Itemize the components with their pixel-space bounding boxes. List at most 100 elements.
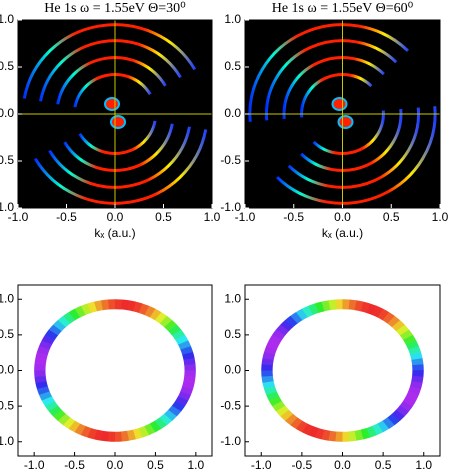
ring-arc — [248, 23, 410, 122]
y-tick-label: -1.0 — [220, 434, 241, 448]
momentum-rings — [248, 23, 437, 205]
ring-segment — [180, 386, 194, 395]
ring-arc — [39, 39, 182, 102]
ring-segment — [412, 370, 424, 377]
center-lobe — [110, 115, 126, 129]
y-tick-label: -0.5 — [220, 153, 241, 167]
ring-segment — [48, 324, 62, 336]
ring-segment — [314, 301, 325, 314]
y-tick-label: -1.0 — [220, 200, 241, 214]
ring-segment — [115, 431, 123, 442]
ring-segment — [107, 299, 115, 310]
ring-segment — [41, 334, 55, 345]
ring-segment — [399, 400, 414, 412]
ring-segment — [175, 334, 189, 345]
ring-segment — [295, 420, 308, 433]
color-ring — [34, 299, 196, 442]
ring-segment — [399, 329, 413, 340]
y-tick-label: 0.5 — [0, 327, 14, 341]
ring-segment — [360, 301, 371, 313]
y-tick-label: 0.0 — [224, 106, 241, 120]
x-tick-label: 0.0 — [107, 458, 124, 472]
ring-segment — [132, 301, 143, 313]
x-tick-label: -1.0 — [235, 210, 256, 224]
ring-segment — [411, 375, 424, 383]
ring-segment — [412, 363, 424, 371]
y-tick-label: 0.0 — [224, 363, 241, 377]
x-tick-label: 1.0 — [187, 458, 204, 472]
ring-segment — [377, 308, 390, 321]
ring-segment — [280, 320, 294, 332]
ring-segment — [301, 423, 314, 436]
ring-segment — [62, 312, 76, 324]
ring-segment — [396, 405, 410, 417]
ring-segment — [159, 413, 173, 426]
ring-segment — [328, 299, 337, 311]
y-tick-label: 0.5 — [224, 59, 241, 73]
ring-segment — [164, 409, 178, 421]
x-tick-label: -0.5 — [283, 210, 304, 224]
ring-segment — [321, 429, 331, 441]
ring-segment — [372, 423, 384, 436]
ring-segment — [395, 324, 410, 336]
ring-segment — [171, 329, 186, 340]
ring-arc — [312, 110, 385, 155]
plot-frame — [17, 284, 213, 457]
x-tick-label: -0.5 — [56, 210, 77, 224]
ring-arc — [73, 73, 152, 108]
ring-arc — [282, 56, 385, 120]
ring-segment — [184, 363, 196, 371]
ring-segment — [354, 300, 364, 312]
ring-segment — [391, 319, 405, 332]
ring-segment — [41, 396, 55, 407]
x-axis-label: kₓ (a.u.) — [94, 226, 135, 240]
ring-segment — [348, 299, 357, 311]
ring-segment — [120, 299, 130, 311]
ring-segment — [121, 430, 130, 442]
x-tick-label: 0.5 — [375, 458, 392, 472]
y-tick-label: 1.0 — [0, 291, 14, 305]
ring-segment — [52, 320, 66, 332]
ring-segment — [408, 345, 421, 355]
ring-segment — [144, 305, 156, 318]
ring-segment — [183, 357, 196, 366]
ring-segment — [100, 430, 110, 442]
ring-segment — [107, 431, 116, 442]
ring-arc — [300, 108, 403, 172]
ring-segment — [154, 311, 167, 324]
ring-segment — [87, 301, 98, 314]
y-tick-label: 0.0 — [0, 363, 14, 377]
ring-segment — [154, 417, 168, 429]
ring-segment — [405, 340, 419, 350]
ring-segment — [360, 427, 371, 440]
plot-frame — [244, 284, 441, 457]
ring-segment — [266, 391, 280, 401]
momentum-rings — [22, 23, 208, 205]
ring-arc — [300, 73, 373, 118]
ring-segment — [314, 428, 325, 440]
ring-segment — [261, 358, 274, 366]
x-axis-label: kₓ (a.u.) — [322, 226, 363, 240]
ring-arc — [56, 56, 167, 105]
x-tick-label: 0.5 — [147, 458, 164, 472]
ring-segment — [391, 409, 405, 421]
x-tick-label: 1.0 — [432, 210, 449, 224]
ring-segment — [34, 358, 47, 366]
ring-segment — [382, 417, 395, 429]
center-lobe — [331, 97, 348, 111]
ring-segment — [371, 305, 384, 318]
ring-segment — [272, 401, 286, 412]
ring-segment — [57, 315, 71, 328]
ring-segment — [163, 319, 177, 332]
ring-arc — [48, 126, 191, 189]
y-tick-label: 1.0 — [224, 291, 241, 305]
ring-segment — [100, 299, 109, 311]
ring-segment — [262, 352, 276, 361]
ring-segment — [114, 299, 123, 310]
ring-segment — [168, 405, 182, 417]
ring-segment — [290, 417, 303, 430]
ring-segment — [180, 345, 194, 355]
ring-segment — [348, 430, 357, 442]
y-tick-label: 1.0 — [0, 12, 14, 26]
